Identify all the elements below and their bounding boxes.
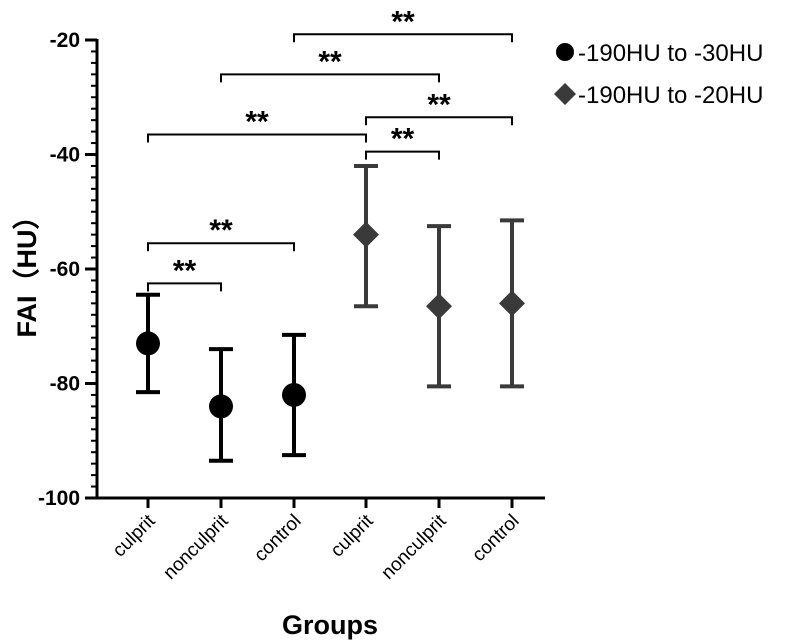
y-axis-title: FAI（HU） xyxy=(12,203,42,338)
data-series xyxy=(136,163,525,463)
significance-bracket xyxy=(147,242,295,252)
data-point xyxy=(499,290,525,317)
y-tick-label: -100 xyxy=(38,487,80,510)
significance-label: ** xyxy=(209,214,233,247)
y-tick-label: -20 xyxy=(50,29,80,52)
series-2 xyxy=(353,163,525,389)
significance-bracket xyxy=(365,116,513,126)
x-tick-label: control xyxy=(468,511,523,566)
x-tick-label: culprit xyxy=(109,510,160,561)
legend-label: -190HU to -30HU xyxy=(578,40,763,67)
data-point xyxy=(282,382,306,407)
significance-label: ** xyxy=(318,45,342,78)
significance-annotations: ** ** ** ** ** ** ** xyxy=(147,5,513,292)
y-tick-label: -80 xyxy=(50,373,80,396)
data-point xyxy=(209,394,233,419)
significance-bracket xyxy=(220,73,440,83)
data-point xyxy=(136,331,160,356)
legend-label: -190HU to -20HU xyxy=(578,82,763,109)
legend-marker-diamond xyxy=(554,83,576,105)
x-tick-label: nonculprit xyxy=(377,510,451,584)
significance-label: ** xyxy=(427,88,451,121)
data-point xyxy=(426,293,452,320)
significance-bracket xyxy=(147,282,222,292)
significance-label: ** xyxy=(173,254,197,287)
significance-bracket xyxy=(293,33,513,43)
significance-label: ** xyxy=(391,123,415,156)
significance-bracket xyxy=(147,133,367,143)
x-tick-label: nonculprit xyxy=(159,510,233,584)
legend-marker-circle xyxy=(556,43,574,61)
y-tick-label: -40 xyxy=(50,144,80,167)
x-axis-title: Groups xyxy=(282,610,378,640)
significance-label: ** xyxy=(391,5,415,38)
x-tick-label: control xyxy=(250,511,305,566)
y-tick-label: -60 xyxy=(50,258,80,281)
series-1 xyxy=(136,292,306,463)
legend: -190HU to -30HU -190HU to -20HU xyxy=(554,40,763,109)
x-tick-label: culprit xyxy=(327,510,378,561)
data-point xyxy=(353,221,379,248)
significance-bracket xyxy=(365,150,440,160)
significance-label: ** xyxy=(245,105,269,138)
